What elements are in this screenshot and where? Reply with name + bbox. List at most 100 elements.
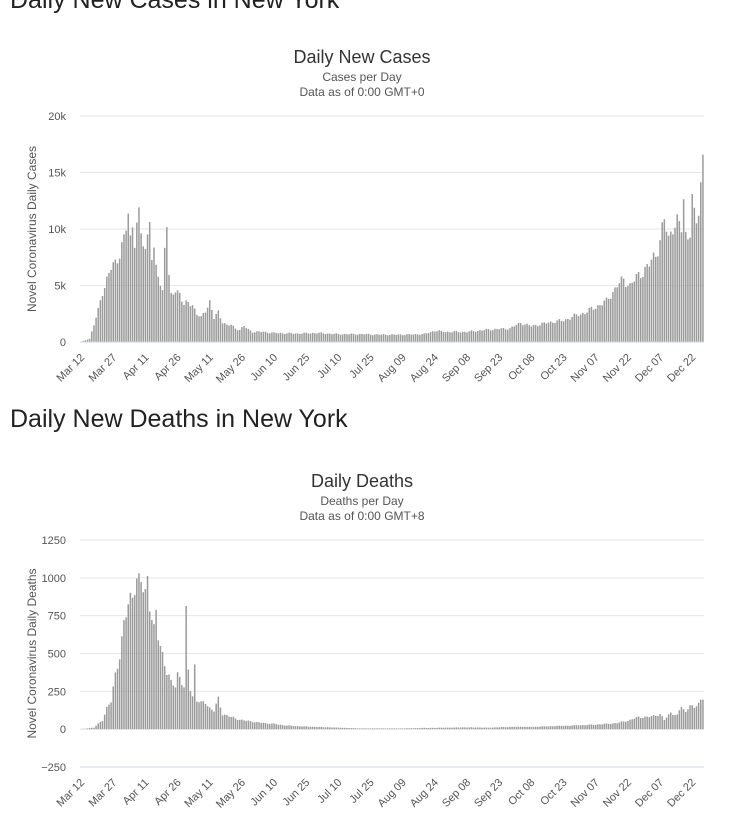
bar[interactable] <box>644 266 646 342</box>
bar[interactable] <box>635 717 638 730</box>
bar[interactable] <box>213 318 215 342</box>
bar[interactable] <box>539 325 541 342</box>
bar[interactable] <box>142 592 145 730</box>
bar[interactable] <box>262 722 265 730</box>
bar[interactable] <box>127 604 130 730</box>
bar[interactable] <box>492 330 494 342</box>
bar[interactable] <box>479 330 481 342</box>
bar[interactable] <box>228 716 230 730</box>
bar[interactable] <box>485 328 488 342</box>
bar[interactable] <box>472 727 475 730</box>
bar[interactable] <box>324 334 327 342</box>
bar[interactable] <box>614 723 616 730</box>
bar[interactable] <box>348 334 350 342</box>
bar[interactable] <box>286 333 288 342</box>
bar[interactable] <box>95 725 97 730</box>
bar[interactable] <box>367 333 370 342</box>
bar[interactable] <box>455 727 458 730</box>
bar[interactable] <box>350 333 353 342</box>
bar[interactable] <box>339 727 342 730</box>
bar[interactable] <box>554 323 556 342</box>
bar[interactable] <box>93 727 95 730</box>
bar[interactable] <box>335 333 338 342</box>
bar[interactable] <box>245 328 247 342</box>
bar[interactable] <box>386 728 389 730</box>
bar[interactable] <box>311 332 314 342</box>
bar[interactable] <box>140 233 142 342</box>
bar[interactable] <box>256 331 258 342</box>
bar[interactable] <box>579 725 582 730</box>
bar[interactable] <box>202 312 205 342</box>
bar[interactable] <box>389 334 391 342</box>
bar[interactable] <box>275 724 277 730</box>
bar[interactable] <box>421 727 423 730</box>
bar[interactable] <box>539 726 541 730</box>
bar[interactable] <box>526 323 528 342</box>
bar[interactable] <box>140 582 142 730</box>
bar[interactable] <box>399 334 402 342</box>
bar[interactable] <box>687 239 689 342</box>
bar[interactable] <box>316 333 318 342</box>
bar[interactable] <box>320 332 322 342</box>
bar[interactable] <box>502 327 505 342</box>
bar[interactable] <box>337 333 340 342</box>
bar[interactable] <box>419 334 421 342</box>
bar[interactable] <box>444 727 447 730</box>
bar[interactable] <box>243 720 245 730</box>
bar[interactable] <box>309 726 312 730</box>
bar[interactable] <box>468 727 470 730</box>
bar[interactable] <box>509 726 511 730</box>
bar[interactable] <box>168 274 170 342</box>
bar[interactable] <box>693 707 696 730</box>
bar[interactable] <box>449 332 451 342</box>
bar[interactable] <box>221 323 224 342</box>
bar[interactable] <box>680 232 683 342</box>
bar[interactable] <box>181 685 183 730</box>
bar[interactable] <box>363 334 365 342</box>
bar[interactable] <box>138 573 140 730</box>
bar[interactable] <box>451 332 453 342</box>
bar[interactable] <box>213 711 215 730</box>
bar[interactable] <box>97 723 99 730</box>
bar[interactable] <box>397 334 400 342</box>
bar[interactable] <box>582 312 584 342</box>
bar[interactable] <box>639 278 642 342</box>
bar[interactable] <box>442 332 445 342</box>
bar[interactable] <box>284 334 286 342</box>
bar[interactable] <box>389 728 391 730</box>
bar[interactable] <box>163 247 166 342</box>
bar[interactable] <box>288 332 290 342</box>
bar[interactable] <box>504 727 507 730</box>
bar[interactable] <box>189 691 192 730</box>
bar[interactable] <box>157 640 160 730</box>
bar[interactable] <box>419 728 421 730</box>
bar[interactable] <box>504 329 507 342</box>
bar[interactable] <box>359 728 361 730</box>
bar[interactable] <box>101 295 104 342</box>
bar[interactable] <box>301 333 303 342</box>
bar[interactable] <box>217 696 220 730</box>
bar[interactable] <box>646 264 648 342</box>
bar[interactable] <box>622 721 625 730</box>
bar[interactable] <box>382 334 385 342</box>
bar[interactable] <box>211 709 213 730</box>
bar[interactable] <box>176 672 179 730</box>
bar[interactable] <box>624 287 627 342</box>
bar[interactable] <box>314 333 316 342</box>
bar[interactable] <box>532 325 535 342</box>
bar[interactable] <box>513 326 515 342</box>
bar[interactable] <box>219 318 222 342</box>
bar[interactable] <box>277 333 280 342</box>
bar[interactable] <box>702 154 704 342</box>
bar[interactable] <box>303 332 305 342</box>
bar[interactable] <box>187 669 190 730</box>
bar[interactable] <box>556 320 558 342</box>
bar[interactable] <box>582 725 584 730</box>
bar[interactable] <box>693 207 696 342</box>
bar[interactable] <box>294 333 297 343</box>
bar[interactable] <box>519 323 522 342</box>
bar[interactable] <box>571 725 573 730</box>
bar[interactable] <box>91 727 93 730</box>
bar[interactable] <box>697 215 700 342</box>
bar[interactable] <box>331 727 333 730</box>
